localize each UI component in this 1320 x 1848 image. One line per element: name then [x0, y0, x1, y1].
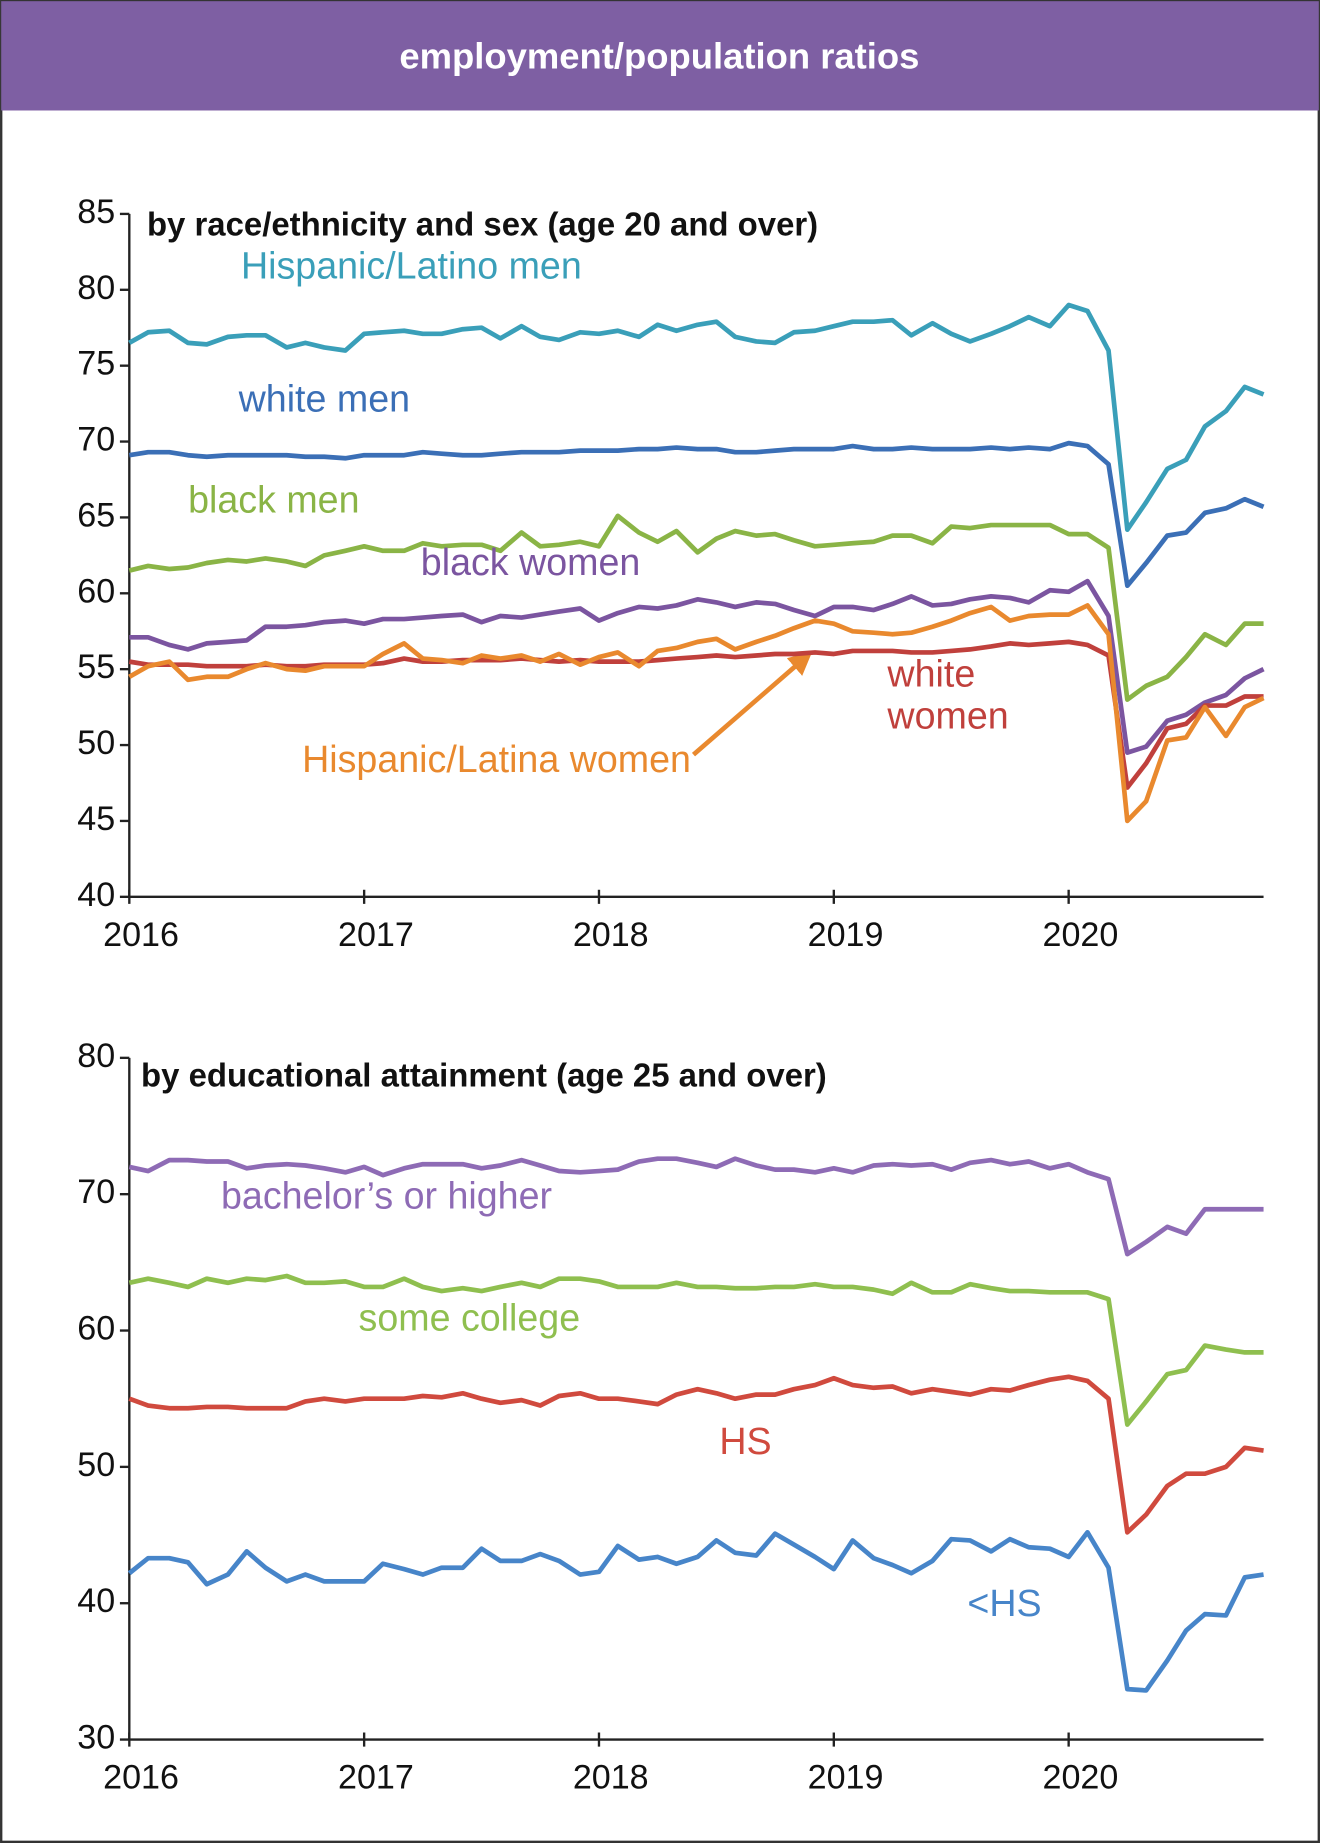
y-tick-label: 70: [77, 1173, 115, 1211]
x-tick-label: 2020: [1042, 1759, 1118, 1797]
series-line: [128, 1156, 1264, 1257]
series-label-box: HS: [719, 1419, 772, 1463]
x-tick-label: 2019: [808, 916, 884, 954]
x-tick-label: 2018: [573, 916, 649, 954]
annotation-arrow: [691, 651, 813, 757]
y-tick-label: 80: [77, 1037, 115, 1075]
y-tick-label: 60: [77, 1310, 115, 1348]
series-label: white men: [238, 377, 411, 420]
series-label: black women: [420, 540, 641, 583]
series-label: Hispanic/Latino men: [240, 244, 582, 287]
series-line: [127, 1529, 1264, 1693]
series-label: bachelor’s or higher: [220, 1174, 553, 1217]
y-tick-label: 75: [77, 345, 115, 383]
series-label-box: Hispanic/Latina women: [302, 738, 691, 781]
chart-subtitle: by race/ethnicity and sex (age 20 and ov…: [147, 206, 818, 243]
series-label: Hispanic/Latina women: [302, 738, 691, 781]
series-line: [129, 578, 1265, 755]
series-label-box: some college: [358, 1296, 581, 1339]
series-label-box: Hispanic/Latino men: [240, 244, 582, 287]
series-label: black men: [188, 478, 360, 521]
chart-subtitle: by educational attainment (age 25 and ov…: [141, 1057, 827, 1094]
series-line: [128, 639, 1264, 790]
series-label-box: black men: [188, 478, 360, 521]
y-tick-label: 40: [77, 1582, 115, 1620]
series-line: [128, 1273, 1264, 1427]
y-tick-label: 50: [77, 1446, 115, 1484]
x-tick-label: 2019: [808, 1759, 884, 1797]
header-band: [1, 1, 1319, 111]
y-tick-label: 55: [77, 648, 115, 686]
series-label-box: white women: [887, 652, 1009, 737]
y-tick-label: 70: [77, 421, 115, 459]
y-tick-label: 65: [77, 496, 115, 534]
series-label: <HS: [967, 1582, 1042, 1625]
x-tick-label: 2017: [338, 916, 414, 954]
y-tick-label: 45: [77, 800, 115, 838]
series-label: some college: [358, 1296, 581, 1339]
series-line: [128, 603, 1265, 824]
series-line: [128, 440, 1265, 589]
series-label: HS: [719, 1419, 772, 1463]
series-line: [128, 1374, 1264, 1535]
y-tick-label: 85: [77, 193, 115, 231]
series-label-box: black women: [420, 540, 641, 583]
series-label-box: white men: [238, 377, 411, 420]
series-label-box: bachelor’s or higher: [220, 1174, 553, 1217]
x-tick-label: 2016: [103, 1759, 179, 1797]
y-tick-label: 50: [77, 724, 115, 762]
page-title: employment/population ratios: [399, 35, 919, 76]
y-tick-label: 40: [77, 876, 115, 914]
series-label-box: <HS: [967, 1582, 1042, 1625]
series-line: [128, 302, 1265, 532]
x-tick-label: 2020: [1042, 916, 1118, 954]
series-line: [128, 513, 1264, 702]
series-label: white women: [887, 652, 1009, 737]
x-tick-label: 2017: [338, 1759, 414, 1797]
y-tick-label: 30: [77, 1719, 115, 1757]
x-tick-label: 2018: [573, 1759, 649, 1797]
y-tick-label: 60: [77, 572, 115, 610]
y-tick-label: 80: [77, 269, 115, 307]
x-tick-label: 2016: [103, 916, 179, 954]
